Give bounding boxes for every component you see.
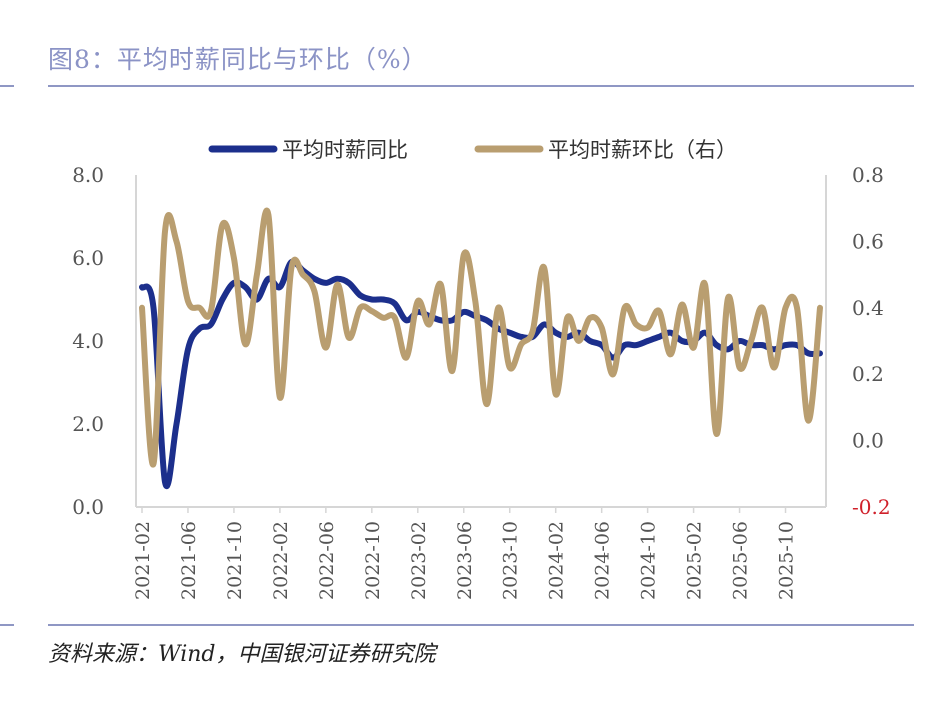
y-left-tick-label: 2.0	[72, 412, 104, 436]
chart-title: 图8：平均时薪同比与环比（%）	[48, 45, 428, 74]
series-layer	[139, 207, 823, 489]
y-right-tick-label: -0.2	[852, 495, 891, 519]
x-tick-label: 2021-06	[178, 521, 200, 600]
x-tick-label: 2023-06	[454, 521, 476, 600]
source-note: 资料来源：Wind，中国银河证券研究院	[48, 642, 436, 667]
series-line-mom	[139, 207, 823, 468]
x-tick-label: 2024-02	[546, 521, 568, 600]
x-tick-label: 2021-10	[224, 521, 246, 600]
legend-label-yoy: 平均时薪同比	[282, 138, 408, 162]
left-accent-rule-top	[0, 85, 14, 87]
x-tick-label: 2024-06	[592, 521, 614, 600]
y-right-tick-label: 0.2	[852, 362, 884, 386]
x-tick-label: 2025-02	[684, 521, 706, 600]
x-tick-label: 2022-06	[316, 521, 338, 600]
y-right-tick-label: 0.4	[852, 296, 884, 320]
axes: 0.0 2.0 4.0 6.0 8.0 -0.2 0.0 0.2 0.4 0.6 0.8 2021-0…	[72, 163, 890, 600]
y-left-tick-label: 4.0	[72, 329, 104, 353]
y-left-tick-label: 8.0	[72, 163, 104, 187]
x-tick-label: 2023-10	[500, 521, 522, 600]
left-accent-rule-bottom	[0, 624, 14, 626]
x-tick-label: 2025-06	[730, 521, 752, 600]
source-rule	[48, 624, 914, 626]
x-tick-label: 2022-02	[270, 521, 292, 600]
y-right-tick-label: 0.0	[852, 429, 884, 453]
y-right-tick-label: 0.6	[852, 229, 884, 253]
title-rule	[48, 85, 914, 87]
legend: 平均时薪同比 平均时薪环比（右）	[208, 138, 737, 162]
y-left-tick-label: 6.0	[72, 246, 104, 270]
x-tick-label: 2024-10	[638, 521, 660, 600]
legend-label-mom: 平均时薪环比（右）	[548, 138, 737, 162]
y-right-tick-label: 0.8	[852, 163, 884, 187]
y-left-tick-label: 0.0	[72, 495, 104, 519]
x-tick-label: 2023-02	[408, 521, 430, 600]
x-tick-label: 2025-10	[776, 521, 798, 600]
x-tick-label: 2021-02	[132, 521, 154, 600]
x-tick-label: 2022-10	[362, 521, 384, 600]
